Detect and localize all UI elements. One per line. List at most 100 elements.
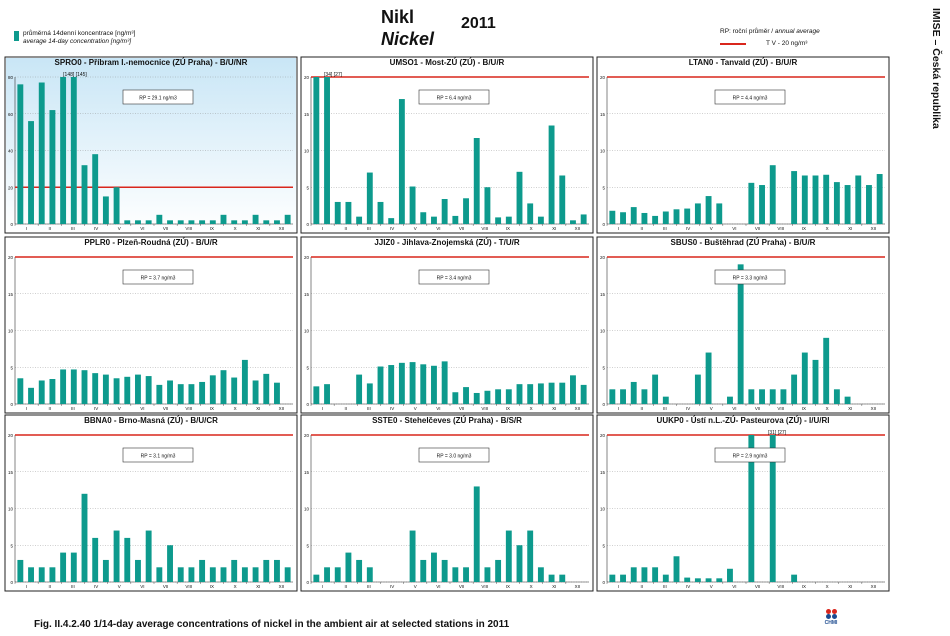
x-tick-label: XI — [552, 584, 556, 589]
data-bar — [334, 201, 341, 224]
chart-title: LTAN0 - Tanvald (ZÚ) - B/U/R — [689, 58, 798, 67]
x-tick-label: IV — [390, 226, 394, 231]
data-bar — [263, 559, 270, 582]
x-tick-label: III — [367, 584, 371, 589]
x-tick-label: IX — [506, 584, 510, 589]
data-bar — [833, 182, 840, 224]
y-tick-label: 0 — [306, 402, 309, 407]
data-bar — [388, 365, 395, 404]
data-bar — [92, 537, 99, 582]
data-bar — [188, 567, 195, 582]
data-bar — [263, 373, 270, 404]
data-bar — [769, 435, 776, 582]
data-bar — [737, 264, 744, 404]
data-bar — [473, 138, 480, 224]
panel-frame — [596, 414, 890, 592]
data-bar — [220, 567, 227, 582]
x-tick-label: VIII — [777, 584, 784, 589]
data-bar — [199, 559, 206, 582]
x-tick-label: XII — [871, 406, 877, 411]
x-tick-label: VI — [436, 226, 440, 231]
x-tick-label: VI — [140, 406, 144, 411]
data-bar — [398, 362, 405, 404]
data-bar — [662, 211, 669, 224]
rp-box — [418, 269, 490, 285]
data-bar — [209, 375, 216, 404]
data-bar — [620, 212, 626, 224]
x-tick-label: XI — [552, 406, 556, 411]
y-tick-label: 10 — [8, 329, 14, 334]
rp-box — [714, 89, 786, 105]
y-tick-label: 5 — [602, 543, 605, 548]
x-tick-label: III — [71, 584, 75, 589]
data-bar — [324, 77, 330, 224]
data-bar — [60, 369, 67, 404]
data-bar — [537, 216, 544, 224]
data-bar — [609, 574, 616, 582]
x-tick-label: IV — [94, 226, 98, 231]
data-bar — [620, 389, 626, 404]
y-tick-label: 15 — [304, 470, 310, 475]
x-tick-label: IX — [210, 584, 214, 589]
x-tick-label: III — [663, 226, 667, 231]
data-bar — [231, 377, 238, 404]
data-bar — [548, 382, 555, 404]
x-tick-label: IV — [94, 584, 98, 589]
data-bar — [516, 384, 523, 404]
x-tick-label: IX — [802, 406, 806, 411]
data-bar — [812, 359, 819, 404]
logo-text: CHMI — [824, 620, 838, 626]
x-tick-label: VII — [163, 584, 169, 589]
data-bar — [145, 220, 152, 224]
data-bar — [60, 552, 67, 582]
data-bar — [177, 384, 184, 404]
x-tick-label: X — [530, 406, 533, 411]
data-bar — [673, 209, 680, 224]
data-bar — [241, 359, 248, 404]
y-tick-label: 10 — [304, 329, 310, 334]
data-bar — [252, 214, 259, 224]
page-year: 2011 — [461, 15, 496, 32]
y-tick-label: 5 — [10, 543, 13, 548]
x-tick-label: X — [826, 406, 829, 411]
data-bar — [356, 216, 363, 224]
x-tick-label: XII — [279, 584, 285, 589]
x-tick-label: II — [640, 406, 643, 411]
data-bar — [791, 374, 798, 404]
x-tick-label: VIII — [481, 406, 488, 411]
data-bar — [49, 110, 56, 224]
data-bar — [366, 383, 373, 404]
y-tick-label: 10 — [8, 507, 14, 512]
data-bar — [716, 203, 723, 224]
y-tick-label: 0 — [602, 580, 605, 585]
data-bar — [388, 218, 395, 224]
x-tick-label: II — [344, 584, 347, 589]
tv-label: T V - 20 ng/m³ — [766, 40, 808, 47]
y-tick-label: 20 — [8, 255, 14, 260]
y-tick-label: 5 — [306, 185, 309, 190]
data-bar — [823, 337, 830, 404]
data-bar — [652, 567, 659, 582]
data-bar — [135, 374, 141, 404]
data-bar — [570, 375, 576, 404]
y-tick-label: 10 — [304, 507, 310, 512]
data-bar — [441, 361, 448, 404]
data-bar — [694, 374, 701, 404]
data-bar — [241, 567, 248, 582]
y-tick-label: 20 — [8, 185, 14, 190]
x-tick-label: XII — [575, 584, 581, 589]
x-tick-label: I — [26, 226, 27, 231]
chart-title: UMSO1 - Most-ZÚ (ZÚ) - B/U/R — [390, 58, 505, 67]
x-tick-label: XII — [575, 226, 581, 231]
data-bar — [252, 380, 259, 404]
y-tick-label: 10 — [600, 507, 606, 512]
y-tick-label: 5 — [306, 543, 309, 548]
y-tick-label: 0 — [306, 222, 309, 227]
data-bar — [548, 574, 555, 582]
data-bar — [420, 559, 427, 582]
data-bar — [823, 174, 830, 224]
data-bar — [748, 182, 755, 224]
data-bar — [609, 389, 616, 404]
rp-label: RP = 3.3 ng/m3 — [733, 276, 768, 282]
data-bar — [705, 352, 712, 404]
